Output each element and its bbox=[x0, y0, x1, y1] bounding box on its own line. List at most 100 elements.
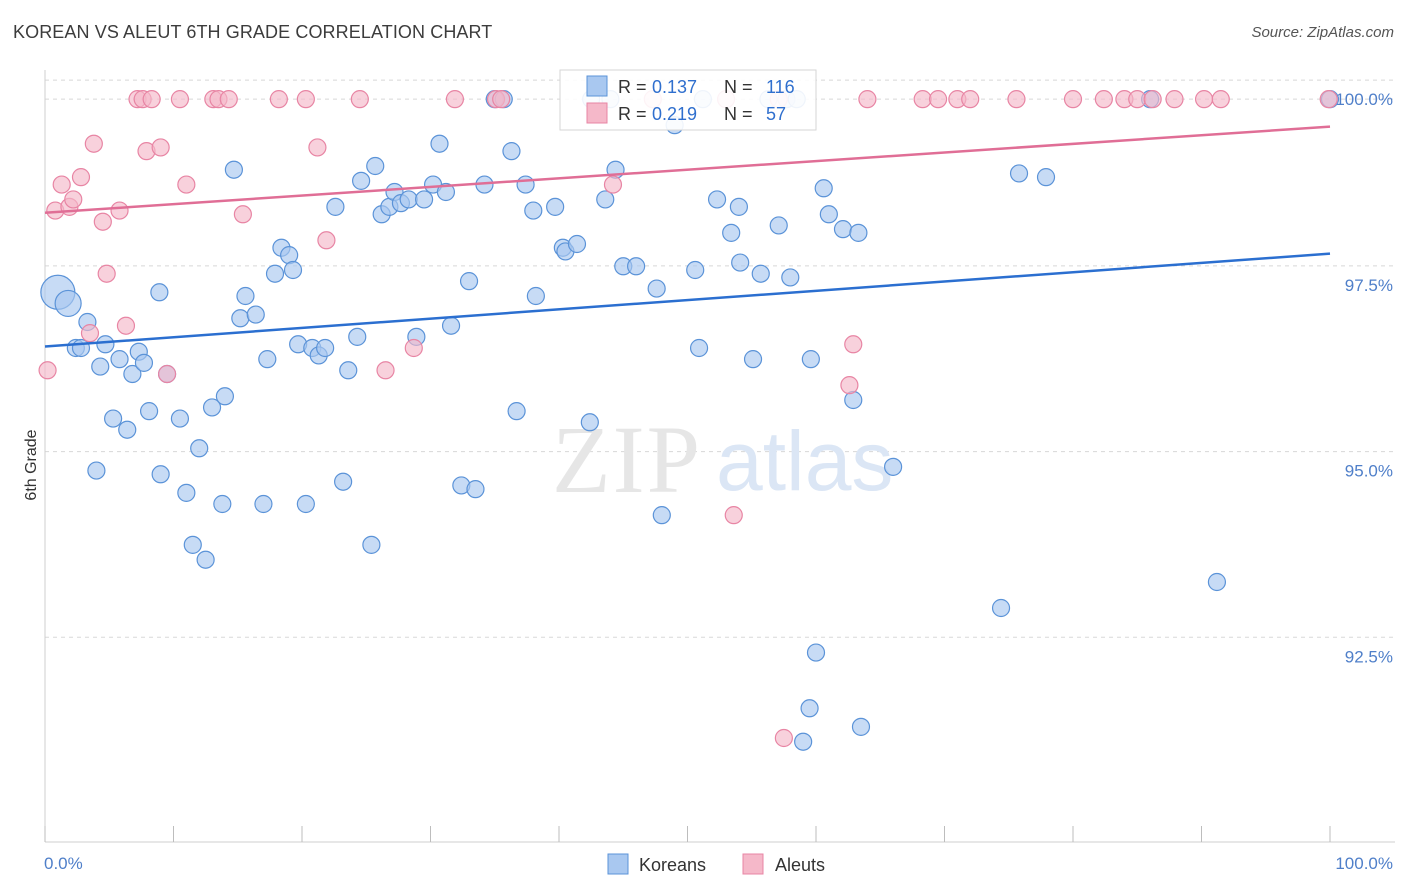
aleut-point bbox=[110, 201, 129, 220]
korean-point bbox=[567, 234, 587, 254]
aleut-point bbox=[928, 90, 948, 109]
korean-point bbox=[213, 494, 232, 514]
korean-point bbox=[104, 409, 123, 428]
aleut-point bbox=[97, 264, 116, 283]
chart-title: KOREAN VS ALEUT 6TH GRADE CORRELATION CH… bbox=[13, 22, 493, 42]
aleut-point bbox=[350, 90, 369, 109]
korean-point bbox=[91, 357, 110, 376]
korean-point bbox=[546, 197, 565, 216]
korean-point bbox=[751, 264, 770, 283]
korean-point bbox=[769, 216, 788, 235]
grid-lines bbox=[45, 79, 1395, 638]
korean-point bbox=[800, 699, 819, 718]
aleut-point bbox=[296, 90, 315, 109]
korean-trend-line bbox=[44, 252, 1331, 348]
aleut-point bbox=[492, 90, 511, 109]
korean-r-value: 0.137 bbox=[652, 77, 697, 97]
aleut-point bbox=[858, 90, 877, 109]
aleut-point bbox=[724, 506, 743, 525]
y-axis-label: 6th Grade bbox=[23, 429, 40, 500]
aleut-point bbox=[376, 361, 395, 380]
aleut-point bbox=[1094, 90, 1113, 109]
korean-point bbox=[430, 134, 449, 153]
koreans-legend-swatch bbox=[607, 853, 629, 875]
y-tick-label: 100.0% bbox=[1335, 90, 1393, 109]
korean-point bbox=[399, 190, 418, 209]
aleut-r-label: R = bbox=[618, 104, 647, 124]
korean-point bbox=[296, 494, 315, 514]
series-legend: Koreans Aleuts bbox=[607, 853, 825, 875]
korean-point bbox=[326, 197, 345, 216]
korean-n-value: 116 bbox=[766, 77, 795, 97]
aleut-point bbox=[219, 90, 238, 109]
korean-point bbox=[150, 283, 169, 302]
korean-point bbox=[236, 286, 255, 306]
aleut-point bbox=[116, 316, 136, 335]
aleut-point bbox=[1165, 90, 1184, 109]
korean-point bbox=[524, 201, 543, 220]
korean-point bbox=[580, 413, 599, 432]
aleut-legend-swatch bbox=[586, 102, 608, 124]
korean-point bbox=[729, 197, 749, 216]
korean-point bbox=[516, 175, 535, 194]
aleut-n-value: 57 bbox=[766, 104, 786, 124]
korean-point bbox=[1207, 572, 1227, 592]
korean-point bbox=[526, 286, 545, 306]
aleut-point bbox=[170, 90, 190, 109]
y-tick-label: 92.5% bbox=[1345, 647, 1393, 666]
aleut-point bbox=[844, 335, 863, 354]
aleut-point bbox=[1128, 90, 1147, 109]
aleut-point bbox=[38, 361, 57, 380]
aleut-point bbox=[93, 212, 112, 231]
aleuts-legend-swatch bbox=[742, 853, 764, 875]
korean-point bbox=[254, 494, 273, 514]
korean-point bbox=[647, 279, 666, 298]
aleut-point bbox=[1063, 90, 1083, 109]
watermark-atlas: atlas bbox=[716, 414, 893, 508]
korean-point bbox=[177, 483, 196, 502]
korean-point bbox=[118, 420, 137, 439]
korean-point bbox=[202, 398, 222, 417]
korean-point bbox=[87, 461, 106, 480]
korean-point bbox=[316, 338, 335, 358]
korean-point bbox=[110, 350, 129, 369]
korean-point bbox=[731, 253, 750, 272]
korean-point bbox=[96, 335, 115, 354]
korean-point bbox=[246, 305, 265, 324]
korean-point bbox=[722, 223, 741, 242]
aleut-point bbox=[445, 90, 465, 109]
aleut-trend-line bbox=[44, 125, 1331, 215]
aleut-point bbox=[142, 90, 161, 109]
aleut-point bbox=[840, 376, 859, 395]
aleut-r-value: 0.219 bbox=[652, 104, 697, 124]
korean-point bbox=[196, 550, 215, 569]
korean-point bbox=[258, 350, 277, 369]
korean-point bbox=[686, 260, 705, 280]
aleut-point bbox=[52, 175, 71, 194]
aleut-point bbox=[961, 90, 980, 109]
korean-point bbox=[814, 179, 833, 198]
korean-point bbox=[334, 472, 353, 491]
aleuts-legend-label: Aleuts bbox=[775, 855, 825, 875]
aleut-point bbox=[151, 138, 170, 157]
aleut-point bbox=[80, 324, 100, 343]
korean-point bbox=[819, 205, 838, 224]
korean-point bbox=[652, 506, 671, 525]
aleut-point bbox=[774, 728, 793, 748]
korean-point bbox=[707, 190, 727, 209]
korean-point bbox=[466, 480, 485, 499]
korean-point bbox=[743, 350, 763, 369]
aleut-point bbox=[1211, 90, 1230, 109]
koreans-legend-label: Koreans bbox=[639, 855, 706, 875]
watermark: ZIP atlas bbox=[552, 406, 893, 513]
korean-point bbox=[883, 457, 903, 476]
korean-point bbox=[851, 717, 871, 736]
aleut-point bbox=[308, 138, 327, 157]
korean-point bbox=[71, 338, 91, 358]
korean-point bbox=[265, 264, 285, 283]
aleut-point bbox=[64, 190, 83, 209]
korean-r-label: R = bbox=[618, 77, 647, 97]
aleut-point bbox=[913, 90, 932, 109]
x-tick-label-max: 100.0% bbox=[1335, 854, 1393, 873]
